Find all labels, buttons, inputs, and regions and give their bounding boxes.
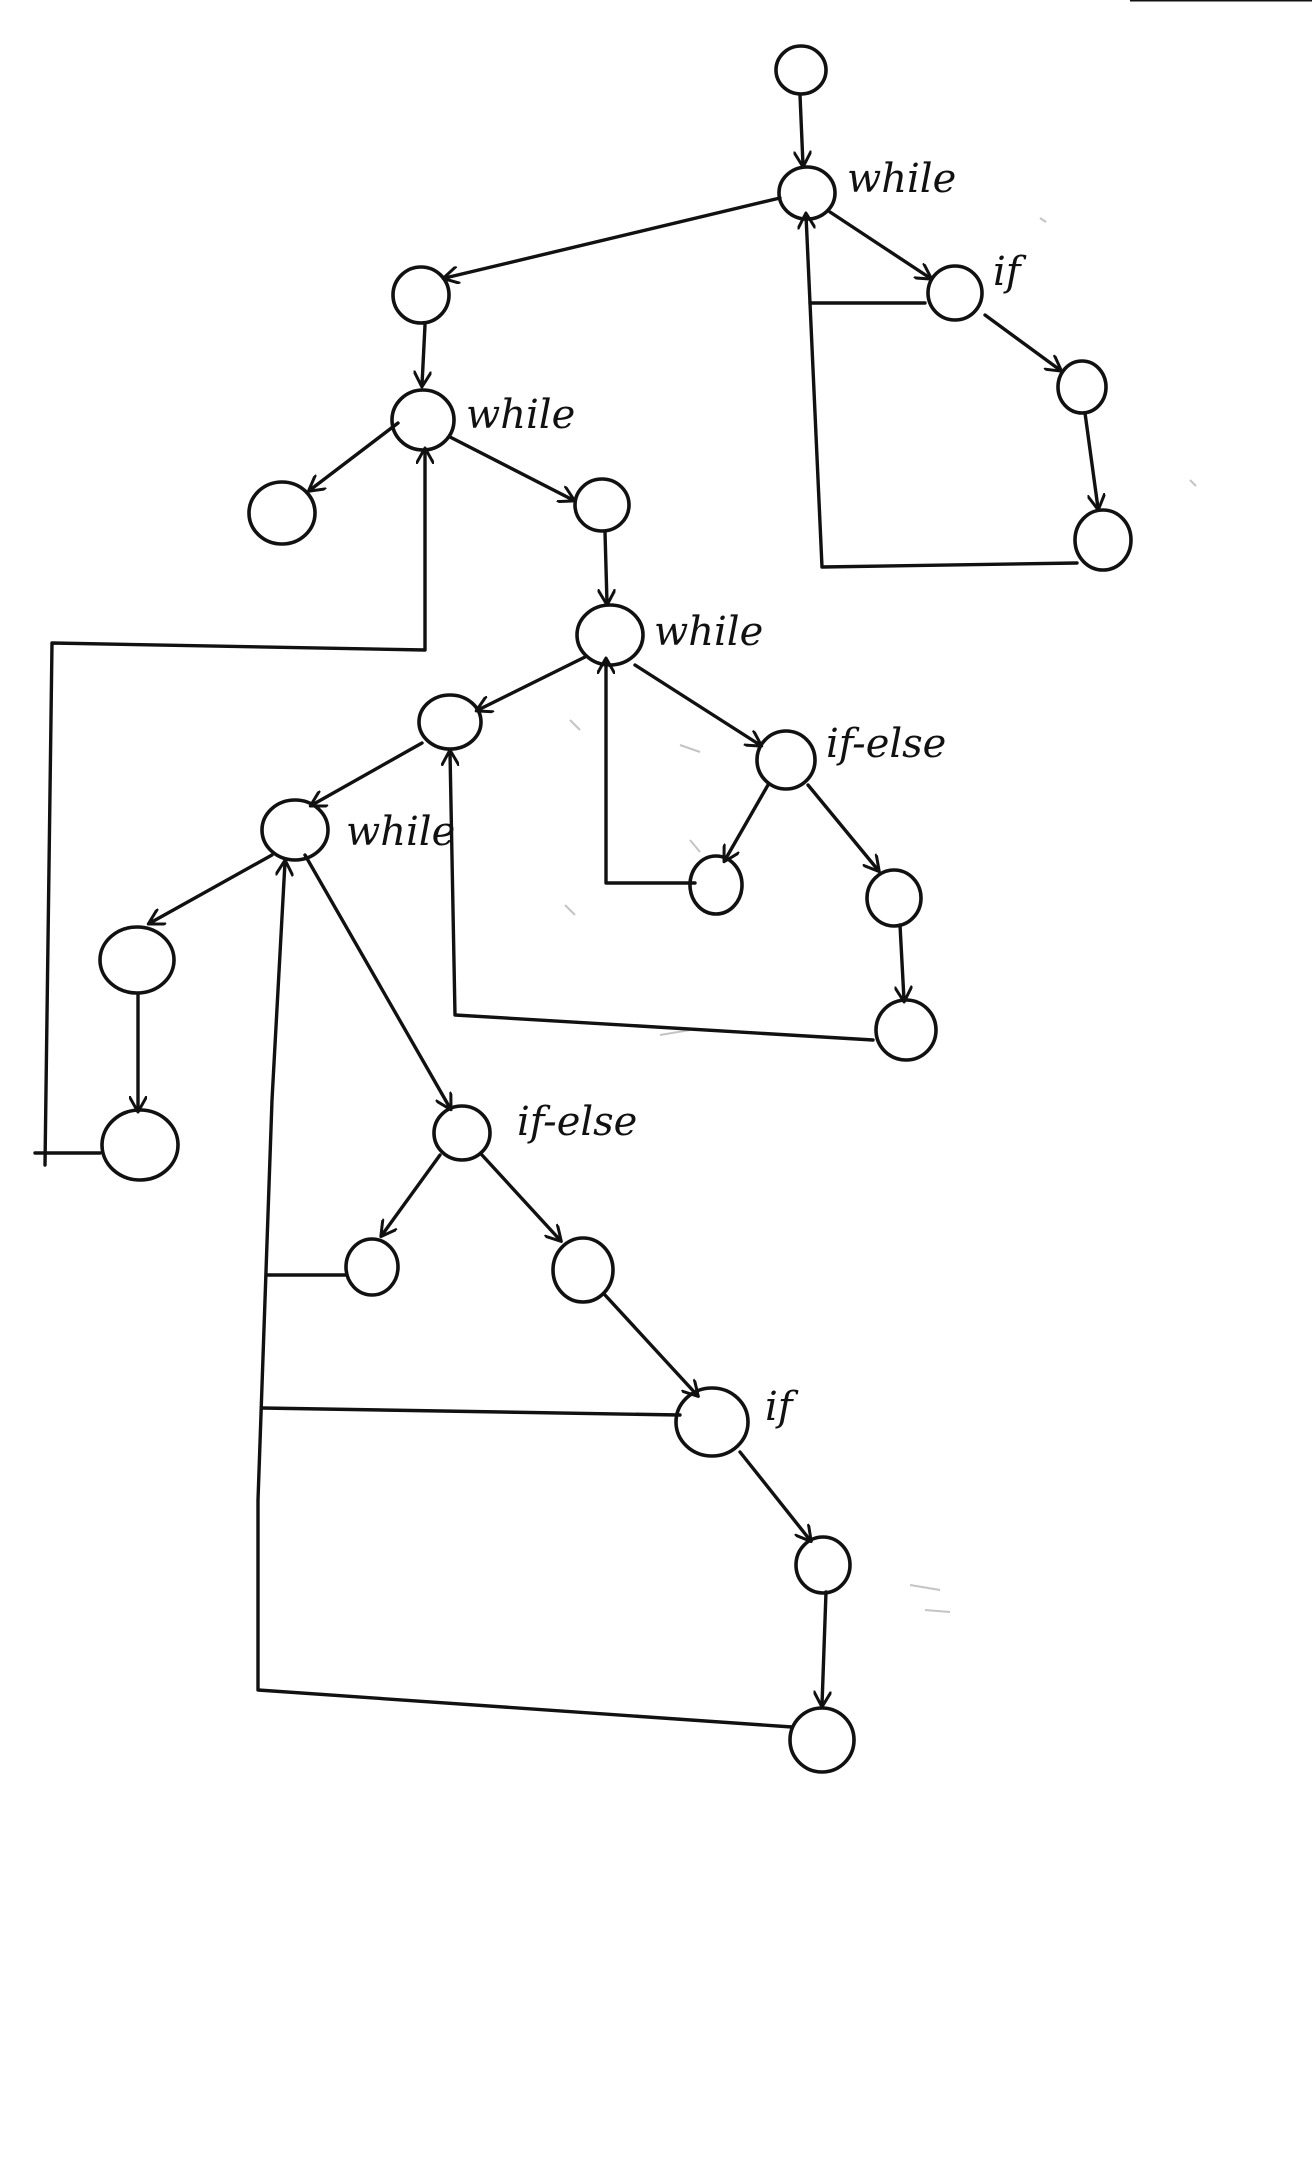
edges <box>33 93 1098 1729</box>
edge-n17-n18 <box>382 1153 442 1235</box>
edge-n0-n1 <box>800 93 803 165</box>
edge-n10-n11 <box>725 783 770 860</box>
edge-n8-n9 <box>605 530 607 603</box>
node-n22 <box>417 693 483 751</box>
node-if-else-1-end <box>874 998 938 1062</box>
label-while-3: while <box>654 609 763 655</box>
edge-n14-n17 <box>303 853 450 1108</box>
edge-n16-loop-path <box>43 450 425 1167</box>
edge-n4-back-n1 <box>806 215 1079 569</box>
edge-n5-n6 <box>422 323 425 385</box>
node-n8 <box>573 477 631 533</box>
label-if-2: if <box>765 1384 799 1430</box>
label-while-1: while <box>847 156 956 202</box>
edge-n22-n14 <box>312 741 424 805</box>
labels: while if while while if-else while if-el… <box>346 156 1027 1430</box>
label-while-2: while <box>466 392 575 438</box>
node-while-1 <box>777 165 837 221</box>
edge-n12-n13 <box>900 923 904 1000</box>
label-if-1: if <box>993 249 1027 295</box>
node-if-else-2-left <box>344 1237 400 1297</box>
edge-n2-n3 <box>983 313 1060 370</box>
edge-n1-n2 <box>828 210 930 278</box>
edge-n3-n4 <box>1083 411 1098 508</box>
edge-n1-n5 <box>445 196 782 278</box>
node-if-1-body <box>1056 359 1108 415</box>
node-if-2-end <box>788 1706 856 1774</box>
edge-n11-back-n9 <box>606 660 697 885</box>
node-while-4 <box>260 798 330 862</box>
node-while-2 <box>390 388 456 452</box>
edge-n10-n12 <box>806 783 878 870</box>
edge-n17-n19 <box>480 1153 560 1240</box>
node-while-2-exit <box>247 480 317 546</box>
label-if-else-2: if-else <box>517 1099 637 1145</box>
node-if-2-body <box>794 1535 852 1595</box>
edge-n19-n20 <box>603 1293 697 1395</box>
node-while-4-exit <box>98 925 176 995</box>
edge-n20-back <box>260 1406 682 1417</box>
edge-n23-back-n14 <box>256 862 794 1729</box>
node-if-1-end <box>1073 508 1133 572</box>
label-while-4: while <box>346 809 455 855</box>
label-if-else-1: if-else <box>826 721 946 767</box>
nodes <box>98 44 1133 1774</box>
edge-n6-n7 <box>310 421 400 490</box>
node-if-else-1-left <box>688 854 744 916</box>
edge-n6-n8 <box>448 435 573 500</box>
edge-n9-n22 <box>478 655 587 710</box>
node-if-else-2 <box>432 1104 492 1162</box>
node-if-2 <box>674 1386 750 1458</box>
node-while-3 <box>575 603 645 667</box>
node-entry <box>774 44 828 96</box>
node-n5 <box>391 265 451 325</box>
node-if-else-1 <box>755 729 817 791</box>
node-while-4-exit-next <box>100 1108 180 1182</box>
node-if-1 <box>926 264 984 322</box>
edge-n14-n15 <box>150 853 274 923</box>
edge-n9-n10 <box>633 663 760 745</box>
node-if-else-1-right <box>865 868 923 928</box>
node-if-else-2-right <box>551 1236 615 1304</box>
paper-smudges <box>564 217 1197 1613</box>
edge-n13-back-n22 <box>450 752 875 1042</box>
edge-n20-n21 <box>738 1450 810 1540</box>
edge-n21-n23 <box>822 1590 826 1705</box>
